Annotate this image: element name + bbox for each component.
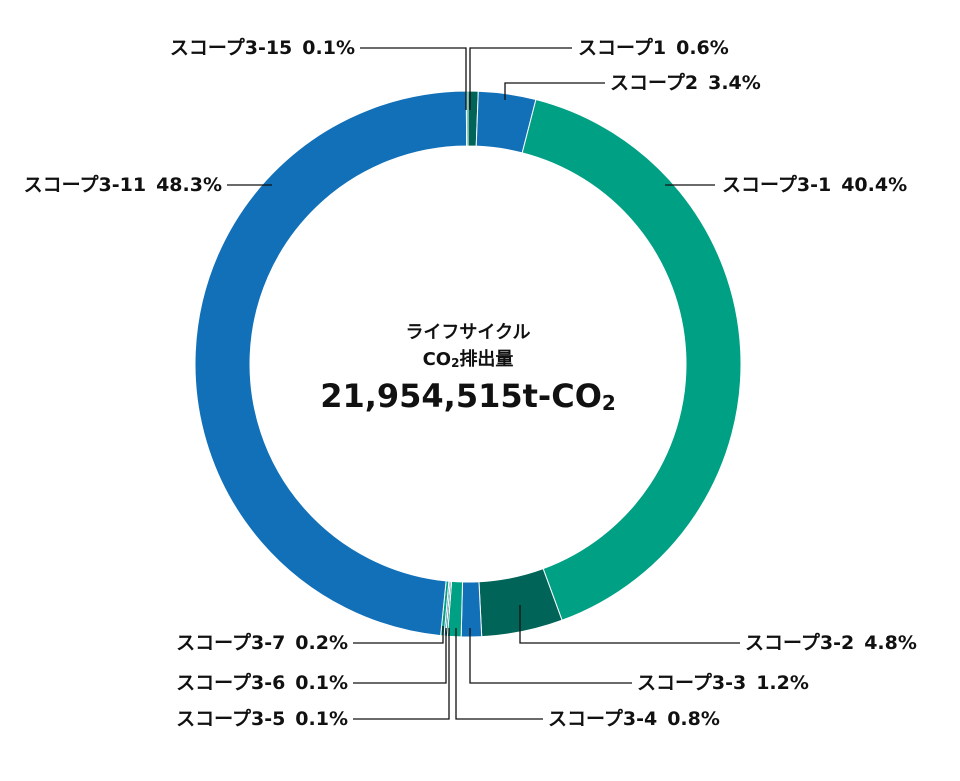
center-total: 21,954,515t-CO2 [320,377,616,415]
slice-label: スコープ3-1 40.4% [722,173,907,196]
value-label: 0.8% [667,708,720,730]
center-total-text: 21,954,515t-CO [320,377,602,415]
value-label: 0.1% [295,672,348,694]
slice-label: スコープ3-4 0.8% [548,707,720,730]
leader-line [353,626,444,644]
value-label: 0.2% [295,632,348,654]
slice-label: スコープ3-2 4.8% [745,631,917,654]
slice-label: スコープ2 3.4% [610,71,761,94]
slice-label: スコープ3-3 1.2% [637,671,809,694]
value-label: 4.8% [864,632,917,654]
category-label: スコープ2 [610,71,698,94]
category-label: スコープ3-1 [722,173,831,196]
leader-line [519,605,740,644]
value-label: 0.1% [295,708,348,730]
value-label: 48.3% [156,174,222,196]
category-label: スコープ3-7 [176,631,285,654]
leader-line [455,628,543,720]
leader-line [360,47,467,110]
leader-line [353,628,447,684]
value-label: 0.1% [302,37,355,59]
center-subscript: 2 [602,391,616,415]
donut-slice [460,581,483,638]
donut-slice [465,90,469,147]
category-label: スコープ3-2 [745,631,854,654]
center-line2: CO2排出量 [423,348,514,370]
category-label: スコープ3-11 [24,173,146,196]
category-label: スコープ3-5 [176,707,285,730]
slice-label: スコープ3-15 0.1% [170,36,355,59]
value-label: 1.2% [756,672,809,694]
value-label: 3.4% [708,72,761,94]
leader-line [469,47,572,110]
category-label: スコープ1 [578,36,666,59]
category-label: スコープ3-4 [548,707,657,730]
category-label: スコープ3-6 [176,671,285,694]
center-line1: ライフサイクル [405,322,530,343]
leader-line [469,628,632,684]
value-label: 40.4% [841,174,907,196]
value-label: 0.6% [676,37,729,59]
slice-label: スコープ3-6 0.1% [176,671,348,694]
leader-line [353,628,450,720]
donut-slice [521,98,742,621]
center-text: CO [423,349,452,370]
slice-label: スコープ3-11 48.3% [24,173,222,196]
center-text: 排出量 [459,348,513,370]
center-subscript: 2 [451,356,459,370]
category-label: スコープ3-15 [170,36,292,59]
category-label: スコープ3-3 [637,671,746,694]
leader-line [504,82,605,100]
donut-slice [194,90,468,637]
slice-label: スコープ3-7 0.2% [176,631,348,654]
slice-label: スコープ3-5 0.1% [176,707,348,730]
slice-label: スコープ1 0.6% [578,36,729,59]
